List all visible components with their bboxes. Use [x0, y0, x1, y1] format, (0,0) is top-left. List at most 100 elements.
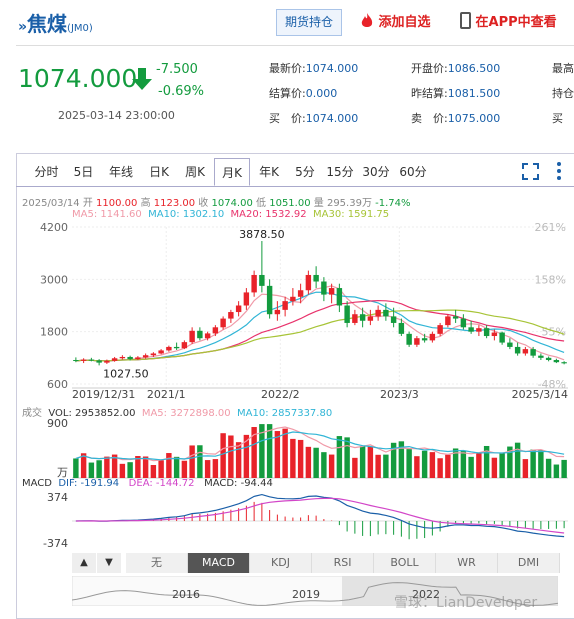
more-menu-icon[interactable] [556, 161, 562, 185]
volume-bar [460, 450, 467, 478]
volume-bar [359, 445, 366, 478]
volume-bar [166, 453, 172, 478]
y-tick-label: 1800 [40, 326, 68, 339]
indicator-tab-1[interactable]: MACD [188, 553, 250, 573]
candle-body [88, 359, 95, 361]
quote-bid-vol: 买 [552, 112, 563, 125]
indicator-tab-6[interactable]: DMI [498, 553, 560, 573]
tab-period-5[interactable]: 月K [214, 158, 250, 186]
candle-body [73, 360, 79, 362]
instrument-code: (JM0) [67, 23, 93, 34]
volume-bar [181, 460, 188, 478]
tab-period-4[interactable]: 周K [185, 165, 205, 179]
volume-bar [390, 442, 397, 478]
range-navigator[interactable]: 2016 2019 2022 [72, 576, 558, 606]
tab-period-2[interactable]: 年线 [108, 165, 133, 179]
volume-bar [266, 424, 273, 478]
quote-last-price: 最新价:1074.000 [269, 62, 359, 75]
tab-period-6[interactable]: 年K [259, 165, 279, 179]
volume-bar [352, 457, 358, 478]
candle-body [235, 305, 242, 313]
volume-bar [228, 435, 234, 478]
candle-body [460, 318, 467, 328]
volume-bar [398, 441, 405, 478]
price-chart[interactable]: 4200 261%3000 158%1800 55%600 -48%2019/12/31… [16, 187, 574, 553]
volume-bar [530, 449, 536, 478]
y-tick-label: 600 [47, 378, 68, 391]
tab-period-7[interactable]: 5分 [295, 165, 315, 179]
header-divider [16, 45, 574, 46]
ma-legend: MA5: 1141.60 MA10: 1302.10 MA20: 1532.92… [72, 209, 389, 220]
tab-period-1[interactable]: 5日 [73, 165, 94, 179]
volume-bar [507, 446, 513, 478]
volume-bar [142, 456, 149, 478]
tab-period-0[interactable]: 分时 [34, 165, 59, 179]
candle-body [313, 274, 319, 282]
candle-body [406, 333, 412, 345]
x-tick-label: 2022/2 [261, 388, 300, 401]
fullscreen-icon[interactable] [522, 163, 539, 184]
candle-body [545, 357, 552, 361]
tab-period-10[interactable]: 60分 [399, 165, 427, 179]
candle-body [197, 330, 203, 339]
volume-bar [282, 428, 288, 478]
ma30-label: MA30: 1591.75 [313, 209, 390, 220]
ohlc-info: 2025/03/14 开 1100.00 高 1123.00 收 1074.00… [22, 198, 411, 209]
volume-bar [274, 431, 281, 478]
ma10-label: MA10: 1302.10 [148, 209, 225, 220]
candle-body [383, 309, 389, 317]
candle-body [189, 330, 195, 343]
indicator-tab-2[interactable]: KDJ [250, 553, 312, 573]
volume-bar [437, 458, 443, 478]
candle-body [142, 355, 149, 358]
candle-body [111, 358, 118, 361]
volume-bar [383, 454, 389, 478]
tab-bar-line [16, 186, 574, 187]
candle-body [336, 288, 343, 306]
volume-bar [522, 459, 529, 478]
down-arrow-icon [132, 68, 152, 94]
volume-bar [313, 447, 319, 478]
scroll-right-arrow[interactable]: ▼ [97, 553, 121, 573]
indicator-tab-5[interactable]: WR [436, 553, 498, 573]
candle-body [538, 355, 544, 358]
macd-tick-label: -374 [43, 537, 68, 550]
ma20-label: MA20: 1532.92 [230, 209, 307, 220]
volume-bar [73, 458, 79, 478]
indicator-tab-4[interactable]: BOLL [374, 553, 436, 573]
volume-bar [204, 460, 211, 478]
tab-period-8[interactable]: 15分 [326, 165, 354, 179]
volume-bar [111, 454, 118, 478]
volume-bar [468, 456, 474, 478]
ma5-label: MA5: 1141.60 [72, 209, 142, 220]
futures-position-button[interactable]: 期货持仓 [276, 9, 342, 36]
indicator-tab-3[interactable]: RSI [312, 553, 374, 573]
view-in-app-label: 在APP中查看 [475, 15, 557, 30]
add-favorite-button[interactable]: 添加自选 [360, 11, 431, 30]
tab-period-9[interactable]: 30分 [362, 165, 390, 179]
volume-bar [553, 464, 560, 478]
indicator-tab-0[interactable]: 无 [126, 553, 188, 573]
tab-period-3[interactable]: 日K [149, 165, 169, 179]
candle-body [499, 332, 505, 343]
candle-body [166, 346, 172, 351]
candle-body [359, 314, 366, 321]
view-in-app-button[interactable]: 在APP中查看 [460, 11, 557, 30]
candle-body [243, 292, 250, 306]
candle-body [274, 309, 281, 315]
price-change: -7.500 [156, 62, 198, 77]
candle-body [553, 360, 560, 363]
candle-body [561, 362, 567, 364]
volume-bar [150, 465, 157, 478]
volume-bar [514, 442, 521, 478]
instrument-name: 焦煤 [27, 12, 68, 36]
ma10-line [75, 291, 565, 362]
expand-icon[interactable]: » [18, 19, 28, 35]
price-change-pct: -0.69% [158, 84, 204, 99]
quote-settle-price: 结算价:0.000 [269, 87, 338, 100]
navigator-year-label: 2022 [412, 588, 440, 601]
navigator-year-label: 2016 [172, 588, 200, 601]
scroll-left-arrow[interactable]: ▲ [72, 553, 96, 573]
candle-body [507, 342, 513, 347]
navigator-selection [342, 576, 558, 606]
